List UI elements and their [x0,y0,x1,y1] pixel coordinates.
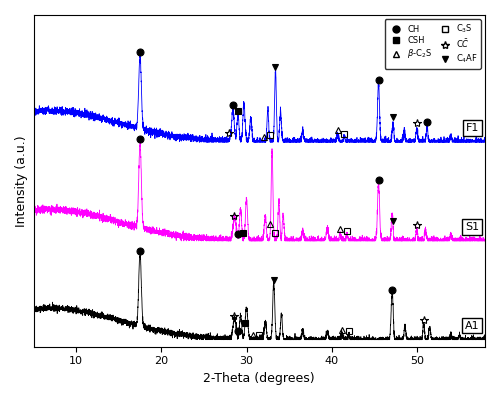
Text: F1: F1 [466,123,479,133]
Y-axis label: Intensity (a.u.): Intensity (a.u.) [15,135,28,227]
Text: A1: A1 [465,320,479,330]
X-axis label: 2-Theta (degrees): 2-Theta (degrees) [204,372,315,385]
Text: S1: S1 [465,222,479,232]
Legend: CH, CSH, $\beta$-C$_2$S, C$_3$S, C$\bar{C}$, C$_4$AF: CH, CSH, $\beta$-C$_2$S, C$_3$S, C$\bar{… [384,19,481,69]
